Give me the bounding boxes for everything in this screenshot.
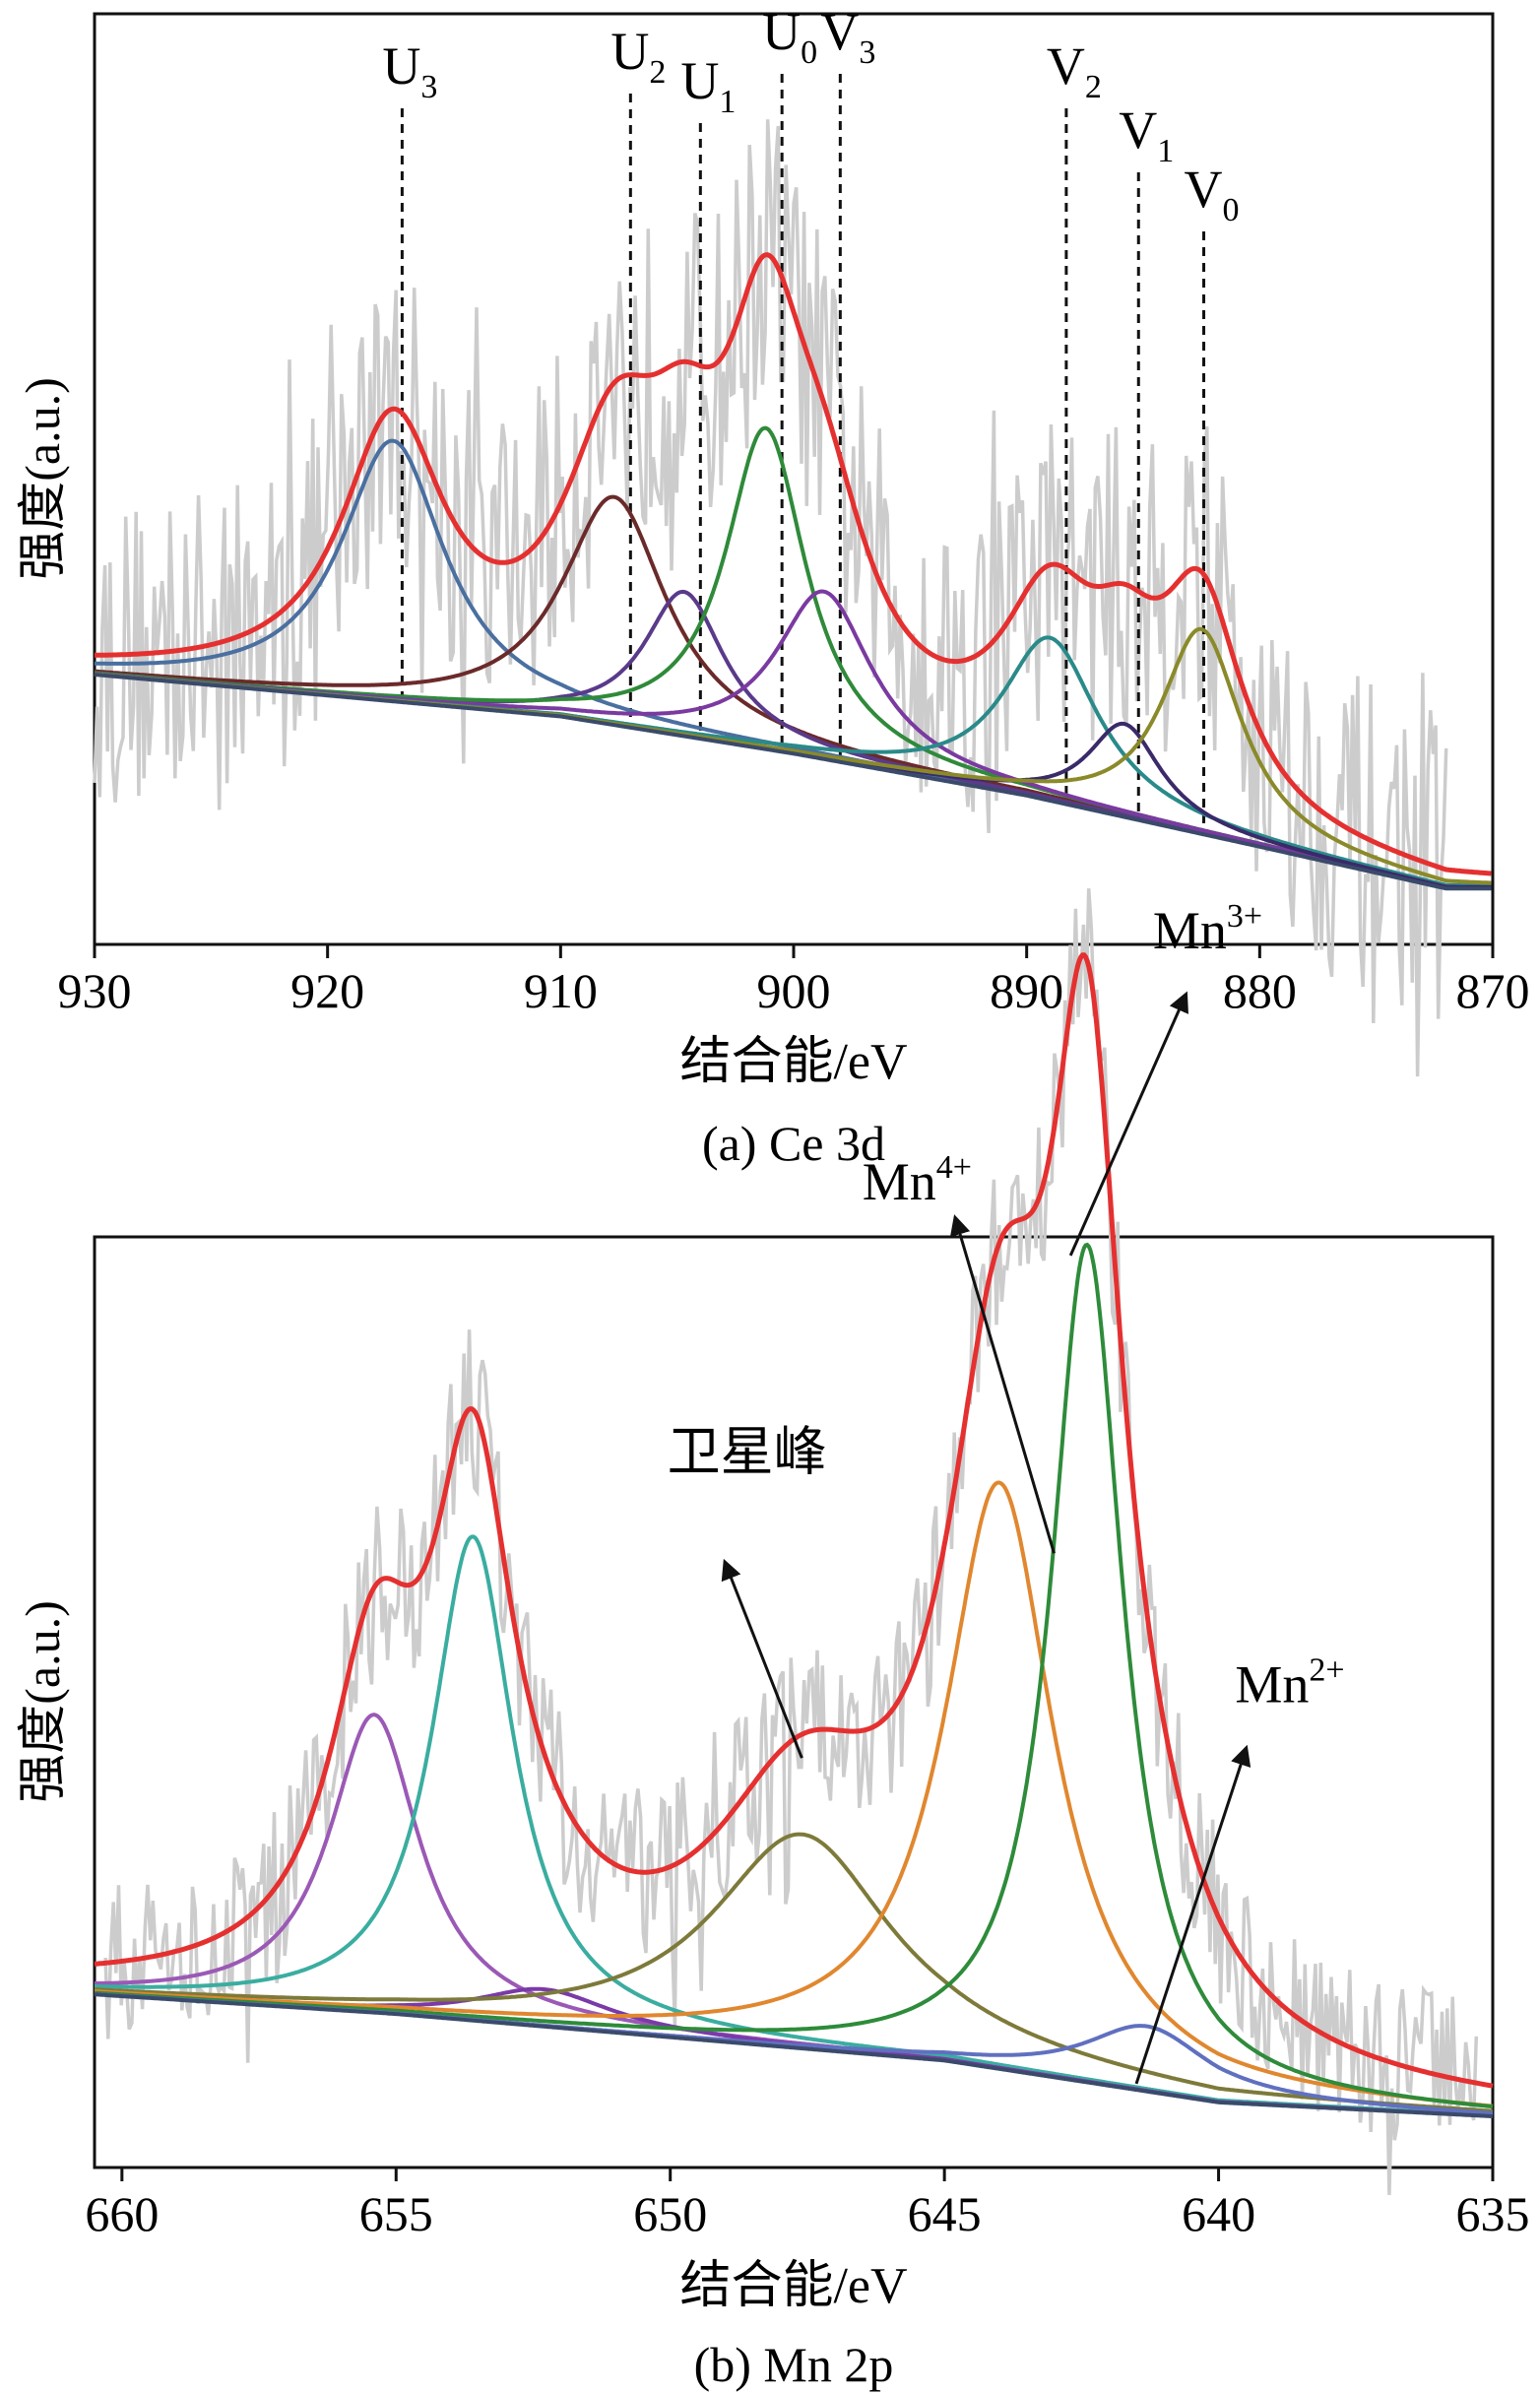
component-Mn4+ — [94, 1480, 1494, 2108]
arrow-Mn4+ — [949, 1214, 1056, 1554]
fitted-components-b — [94, 1242, 1494, 2118]
raw-noise-line — [93, 119, 1448, 1077]
peak-annotations-b: Mn4+ Mn3+ Mn2+ 卫星峰 — [668, 898, 1345, 2085]
y-axis-title-b: 强度(a.u.) — [15, 1600, 70, 1803]
x-axis-title-b: 结合能/eV — [679, 2258, 907, 2314]
annotation-卫星峰: 卫星峰 — [668, 1422, 827, 1481]
x-axis-ticks-b: 660 655 650 645 640 635 — [85, 2168, 1530, 2241]
x-tick-label: 650 — [633, 2186, 707, 2241]
y-axis-title-a: 强度(a.u.) — [15, 377, 70, 580]
peak-label-U3: U3 — [382, 36, 437, 105]
x-tick-label: 655 — [359, 2186, 433, 2241]
x-tick-label: 920 — [290, 963, 364, 1018]
peak-label-V1: V1 — [1119, 100, 1174, 169]
x-tick-label: 880 — [1223, 963, 1297, 1018]
peak-label-V3: V3 — [820, 2, 875, 71]
peak-label-V2: V2 — [1047, 36, 1102, 105]
peak-label-U2: U2 — [610, 22, 666, 91]
caption-a: (a) Ce 3d — [702, 1116, 885, 1171]
raw-noise-line — [103, 888, 1479, 2195]
x-tick-label: 870 — [1456, 963, 1530, 1018]
x-tick-label: 640 — [1182, 2186, 1255, 2241]
fitted-components-a — [94, 425, 1492, 891]
plot-frame-b — [93, 1235, 1495, 2169]
envelope-a — [95, 252, 1492, 876]
x-tick-label: 930 — [58, 963, 132, 1018]
component-卫星峰 — [94, 1832, 1494, 2113]
x-tick-label: 890 — [990, 963, 1063, 1018]
component-U0 — [94, 425, 1492, 889]
x-tick-label: 900 — [757, 963, 831, 1018]
background-baseline — [94, 1992, 1494, 2118]
raw-spectrum-b — [103, 888, 1479, 2195]
x-tick-label: 660 — [85, 2186, 159, 2241]
plot-frame-a — [93, 12, 1495, 946]
component-Mn3+ — [94, 1242, 1494, 2109]
x-tick-label: 645 — [908, 2186, 982, 2241]
annotation-Mn4+: Mn4+ — [863, 1149, 972, 1211]
peak-label-V0: V0 — [1185, 160, 1240, 228]
x-axis-ticks-a: 930 920 910 900 890 880 870 — [58, 944, 1530, 1018]
peak-label-U0: U0 — [762, 2, 817, 71]
annotation-Mn3+: Mn3+ — [1153, 898, 1262, 960]
x-tick-label: 910 — [524, 963, 598, 1018]
background-baseline — [94, 673, 1492, 891]
caption-b: (b) Mn 2p — [694, 2337, 894, 2392]
panel-b-mn2p: Mn4+ Mn3+ Mn2+ 卫星峰 660 655 650 645 640 635 结合能/e… — [15, 888, 1530, 2392]
arrow-Mn2+ — [1134, 1744, 1251, 2085]
arrow-Mn3+ — [1068, 991, 1188, 1257]
annotation-Mn2+: Mn2+ — [1235, 1652, 1344, 1715]
x-axis-title-a: 结合能/eV — [679, 1034, 907, 1090]
x-tick-label: 635 — [1456, 2186, 1530, 2241]
fit-envelope — [95, 252, 1492, 876]
raw-spectrum-a — [93, 119, 1448, 1077]
arrow-卫星峰 — [721, 1558, 803, 1759]
peak-label-U1: U1 — [680, 51, 736, 120]
